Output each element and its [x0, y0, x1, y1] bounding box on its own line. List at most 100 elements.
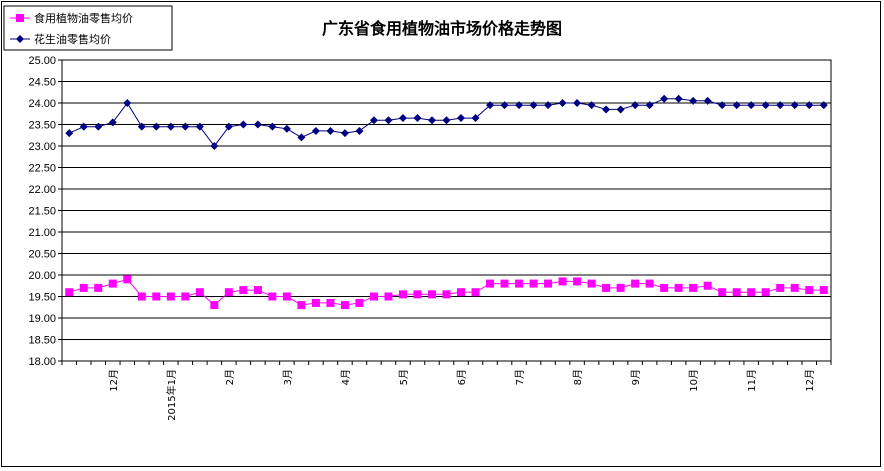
data-point: [819, 101, 828, 110]
data-point: [355, 298, 364, 307]
data-point: [311, 126, 320, 135]
plot-area: 18.00 18.50 19.00 19.50 20.00 20.50 21.00 21.50…: [28, 55, 832, 421]
data-point: [311, 298, 320, 307]
data-point: [137, 122, 146, 131]
y-tick-label: 19.00: [28, 313, 56, 325]
data-point: [660, 94, 669, 103]
data-point: [152, 122, 161, 131]
data-point: [282, 124, 291, 133]
x-tick-label: 7月: [514, 369, 526, 385]
data-point: [239, 286, 248, 295]
y-tick-label: 21.50: [28, 206, 56, 218]
data-point: [457, 114, 466, 123]
data-point: [427, 290, 436, 299]
x-tick-label: 12月: [804, 369, 816, 392]
data-point: [340, 129, 349, 138]
data-point: [819, 286, 828, 295]
data-point: [747, 288, 756, 297]
x-tick-label: 5月: [398, 369, 410, 385]
y-tick-label: 19.50: [28, 292, 56, 304]
data-point: [94, 283, 103, 292]
data-point: [210, 142, 219, 150]
data-point: [65, 288, 74, 297]
y-tick-label: 23.50: [28, 120, 56, 132]
x-tick-label: 6月: [456, 369, 468, 385]
data-point: [108, 279, 117, 288]
data-point: [369, 116, 378, 125]
data-point: [674, 283, 683, 292]
x-tick-label: 12月: [108, 369, 120, 392]
legend-marker-diamond: [16, 35, 24, 43]
data-point: [79, 283, 88, 292]
y-tick-label: 18.50: [28, 335, 56, 347]
data-point: [442, 290, 451, 299]
y-tick-label: 22.00: [28, 184, 56, 196]
data-point: [340, 301, 349, 310]
data-point: [645, 101, 654, 110]
data-point: [703, 281, 712, 290]
x-tick-label: 3月: [282, 369, 294, 385]
data-point: [123, 99, 132, 107]
data-point: [471, 114, 480, 123]
data-point: [79, 122, 88, 131]
y-tick-label: 24.50: [28, 77, 56, 89]
data-point: [703, 96, 712, 105]
data-point: [486, 101, 495, 110]
data-point: [805, 101, 814, 110]
data-point: [529, 279, 538, 288]
data-point: [413, 114, 422, 123]
data-point: [471, 288, 480, 297]
legend-marker-square: [16, 14, 24, 22]
x-tick-label: 4月: [340, 369, 352, 385]
y-tick-label: 18.00: [28, 356, 56, 368]
legend: 食用植物油零售均价 花生油零售均价: [3, 5, 173, 51]
data-point: [718, 288, 727, 297]
x-tick-label: 8月: [572, 369, 584, 385]
y-tick-label: 21.00: [28, 227, 56, 239]
data-point: [616, 283, 625, 292]
data-point: [515, 279, 524, 288]
data-point: [486, 279, 495, 288]
data-point: [94, 122, 103, 131]
y-tick-label: 20.50: [28, 249, 56, 261]
data-point: [195, 288, 204, 297]
data-point: [674, 94, 683, 103]
data-point: [776, 283, 785, 292]
data-point: [239, 120, 248, 129]
chart-title: 广东省食用植物油市场价格走势图: [322, 19, 562, 38]
data-point: [457, 288, 466, 297]
data-point: [65, 129, 74, 138]
data-point: [587, 101, 596, 110]
data-point: [384, 116, 393, 125]
data-point: [500, 279, 509, 288]
data-point: [689, 283, 698, 292]
data-point: [558, 277, 567, 286]
x-tick-label: 2015年1月: [165, 369, 178, 421]
data-point: [790, 283, 799, 292]
data-point: [602, 105, 611, 114]
x-tick-label: 10月: [688, 369, 700, 392]
data-point: [137, 292, 146, 301]
data-point: [544, 279, 553, 288]
y-tick-label: 22.50: [28, 163, 56, 175]
data-point: [398, 114, 407, 123]
data-point: [805, 286, 814, 295]
data-point: [297, 301, 306, 310]
data-point: [166, 292, 175, 301]
data-point: [587, 279, 596, 288]
data-point: [181, 122, 190, 131]
y-tick-label: 24.00: [28, 98, 56, 110]
data-point: [369, 292, 378, 301]
data-point: [747, 101, 756, 110]
data-point: [108, 118, 117, 127]
data-point: [152, 292, 161, 301]
data-point: [631, 101, 640, 110]
data-point: [384, 292, 393, 301]
data-point: [224, 288, 233, 297]
data-point: [616, 105, 625, 114]
data-point: [268, 292, 277, 301]
data-point: [645, 279, 654, 288]
data-point: [761, 288, 770, 297]
